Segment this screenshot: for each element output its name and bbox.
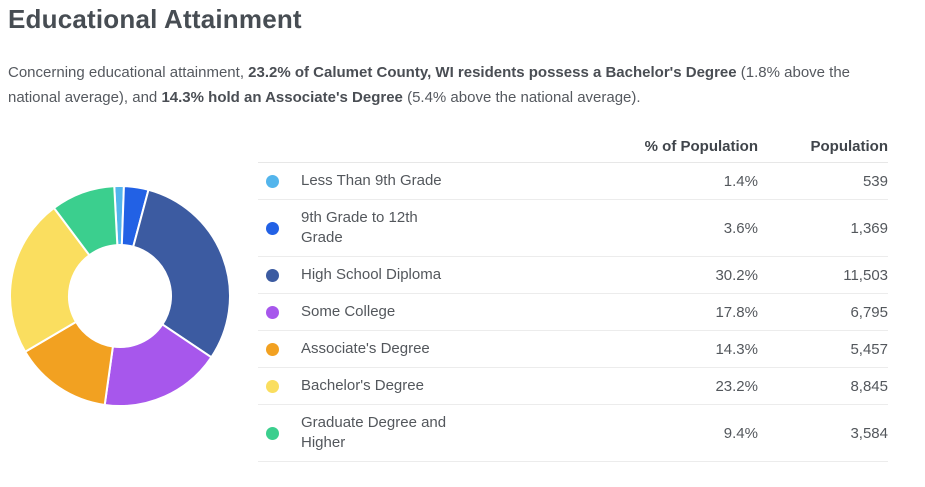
row-population: 1,369 — [850, 219, 888, 237]
table-body: Less Than 9th Grade 1.4% 539 9th Grade t… — [258, 163, 888, 462]
row-percent: 17.8% — [715, 303, 758, 321]
row-label: Bachelor's Degree — [301, 377, 424, 394]
row-percent: 3.6% — [723, 219, 758, 237]
table-row: Graduate Degree and Higher 9.4% 3,584 — [258, 405, 888, 462]
row-label: High School Diploma — [301, 266, 442, 283]
legend-dot-icon — [266, 221, 279, 235]
table-row: Associate's Degree 14.3% 5,457 — [258, 331, 888, 368]
row-percent: 14.3% — [715, 340, 758, 358]
row-population: 539 — [862, 172, 888, 190]
legend-dot-icon — [266, 305, 279, 319]
percent-column-header: % of Population — [644, 137, 758, 155]
table-row: 9th Grade to 12th Grade 3.6% 1,369 — [258, 200, 888, 257]
donut-slice-graduate-degree-and-higher[interactable] — [52, 185, 119, 257]
row-percent: 1.4% — [723, 172, 758, 190]
intro-text: Concerning educational attainment, 23.2%… — [8, 64, 851, 106]
row-label: Graduate Degree and Higher — [301, 414, 447, 451]
table-row: High School Diploma 30.2% 11,503 — [258, 257, 888, 294]
table-row: Less Than 9th Grade 1.4% 539 — [258, 163, 888, 200]
table-row: Some College 17.8% 6,795 — [258, 294, 888, 331]
legend-dot-icon — [266, 268, 279, 282]
row-label: Less Than 9th Grade — [301, 172, 442, 189]
row-population: 8,845 — [850, 377, 888, 395]
donut-slice-bachelor-s-degree[interactable] — [9, 206, 91, 354]
legend-dot-icon — [266, 426, 279, 440]
row-label: Some College — [301, 303, 396, 320]
row-population: 5,457 — [850, 340, 888, 358]
legend-dot-icon — [266, 174, 279, 188]
row-percent: 9.4% — [723, 424, 758, 442]
row-population: 3,584 — [850, 424, 888, 442]
attainment-table: % of Population Population Less Than 9th… — [258, 130, 888, 462]
donut-chart-container — [6, 182, 234, 410]
page-title: Educational Attainment — [8, 4, 302, 34]
donut-slice-high-school-diploma[interactable] — [131, 188, 231, 359]
table-row: Bachelor's Degree 23.2% 8,845 — [258, 368, 888, 405]
row-population: 6,795 — [850, 303, 888, 321]
population-column-header: Population — [810, 137, 889, 155]
row-label: Associate's Degree — [301, 340, 430, 357]
legend-dot-icon — [266, 379, 279, 393]
legend-dot-icon — [266, 342, 279, 356]
donut-chart[interactable] — [6, 182, 234, 410]
table-header-row: % of Population Population — [258, 130, 888, 163]
row-percent: 23.2% — [715, 377, 758, 395]
donut-slice-some-college[interactable] — [103, 323, 213, 407]
row-label: 9th Grade to 12th Grade — [301, 209, 418, 246]
row-percent: 30.2% — [715, 266, 758, 284]
row-population: 11,503 — [843, 266, 888, 284]
